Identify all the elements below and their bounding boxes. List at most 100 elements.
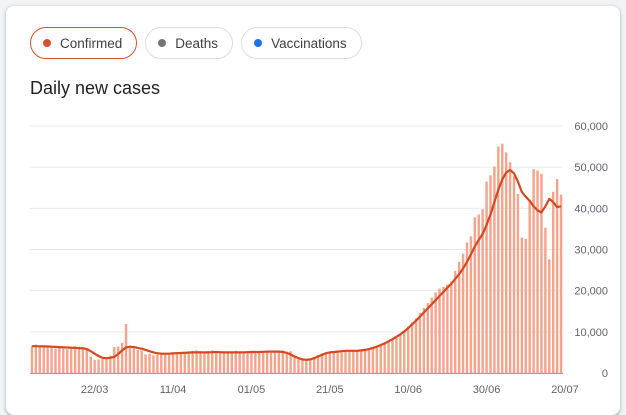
bar [191,350,194,373]
y-tick-label: 30,000 [574,245,608,257]
bar [152,355,155,373]
bar [54,348,57,373]
bar [324,352,328,373]
bar [105,357,108,373]
y-tick-label: 60,000 [574,121,608,133]
bar [144,354,147,373]
bar [167,353,171,373]
y-tick-label: 0 [602,368,608,380]
bar [559,194,563,373]
bar [544,227,547,373]
bar [187,351,190,373]
bar [512,176,516,373]
bar [430,297,433,373]
bar [238,351,241,373]
bar [258,352,261,373]
tab-label: Vaccinations [271,35,347,51]
bar [289,351,292,373]
bar [555,179,559,373]
bar [199,351,202,373]
bar [214,352,218,373]
bar [414,318,418,373]
bar [222,351,226,373]
bar [551,191,555,373]
bar [536,170,539,373]
bar [203,351,206,373]
bar [46,345,49,373]
y-tick-label: 20,000 [574,286,608,298]
x-tick-label: 30/06 [473,384,501,396]
bar [528,200,531,373]
bar [73,346,77,373]
bar [254,352,257,373]
bar [179,352,183,373]
bar [461,253,465,373]
bar [418,312,422,373]
bar [89,356,92,373]
bar [140,350,143,373]
bar [246,351,249,373]
bar [109,355,112,373]
bar [277,350,281,373]
bar [309,358,312,373]
bar [281,350,284,373]
bar [66,349,69,373]
bar [336,350,339,373]
bar [540,173,543,373]
x-tick-label: 22/03 [81,384,109,396]
bar [469,236,473,373]
bar [148,353,151,373]
bar [367,348,371,373]
bar [422,307,426,373]
bar [489,175,492,373]
bar [58,347,61,373]
bar [548,259,551,373]
tab-confirmed[interactable]: Confirmed [30,27,138,59]
bar [230,352,234,373]
bar [395,337,398,373]
metric-tabs: Confirmed Deaths Vaccinations [30,27,362,59]
bar [520,237,524,373]
bar [383,343,386,373]
bar [42,347,45,373]
bar [156,354,159,373]
bar [171,352,175,373]
bar [340,350,343,373]
bar [113,347,116,373]
bar [77,346,81,373]
chart-title: Daily new cases [30,78,161,98]
bar [481,209,484,373]
y-tick-label: 40,000 [574,203,608,215]
bar [387,341,390,373]
bar [120,342,124,373]
bar [532,169,535,373]
tab-deaths[interactable]: Deaths [145,27,234,59]
bar [250,351,253,373]
bar [301,360,304,373]
bar [38,346,42,373]
bar [516,193,520,373]
bar [442,286,445,373]
bar [348,350,351,373]
bar [438,288,441,373]
bar [265,350,269,373]
bar [85,348,89,373]
bar [312,356,316,373]
bar [116,346,120,373]
bar [473,217,477,373]
bar [352,351,355,373]
tab-vaccinations[interactable]: Vaccinations [241,27,362,59]
bar [485,181,488,373]
bar [218,352,222,373]
bar [328,352,332,373]
bar [410,322,414,373]
bar [465,242,469,373]
bar [261,351,265,373]
bar [269,351,273,373]
bar [305,359,308,373]
bar [97,359,100,373]
bar [207,351,210,373]
trend-line [32,168,562,361]
tab-label: Confirmed [60,35,123,51]
